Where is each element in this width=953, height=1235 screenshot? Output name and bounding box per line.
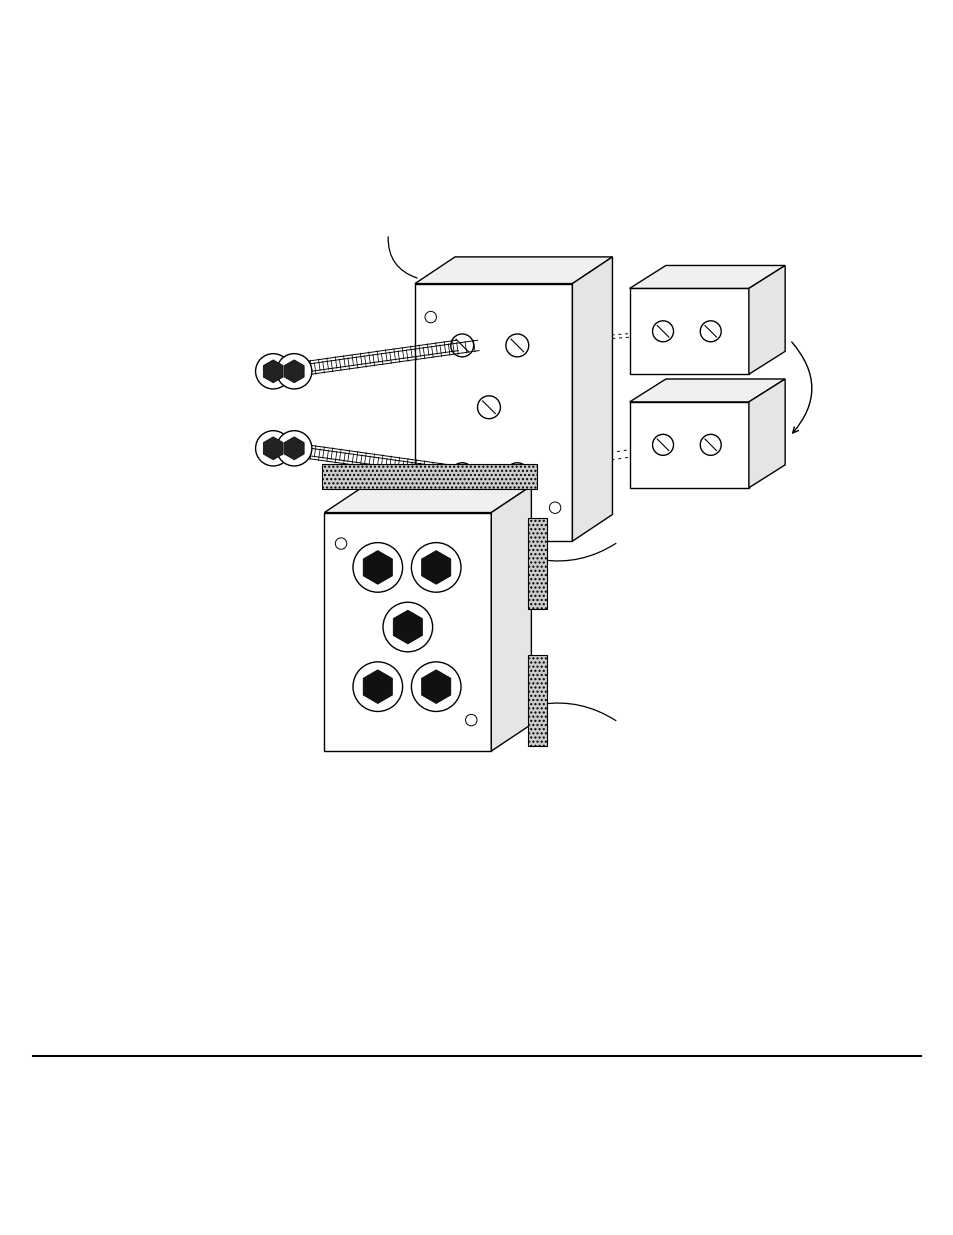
- Circle shape: [549, 501, 560, 514]
- Polygon shape: [629, 266, 784, 288]
- Polygon shape: [572, 257, 612, 541]
- Polygon shape: [284, 437, 304, 459]
- Polygon shape: [421, 551, 451, 584]
- Circle shape: [465, 714, 476, 726]
- Polygon shape: [263, 437, 283, 459]
- Polygon shape: [322, 464, 537, 489]
- Polygon shape: [527, 519, 546, 609]
- Polygon shape: [324, 485, 531, 513]
- Polygon shape: [324, 513, 491, 751]
- Circle shape: [700, 435, 720, 456]
- Polygon shape: [629, 379, 784, 401]
- Circle shape: [411, 662, 460, 711]
- Circle shape: [335, 537, 347, 550]
- Polygon shape: [284, 359, 304, 383]
- Polygon shape: [491, 485, 531, 751]
- Circle shape: [652, 435, 673, 456]
- Circle shape: [477, 395, 500, 419]
- Polygon shape: [421, 669, 451, 704]
- Circle shape: [450, 333, 473, 357]
- Polygon shape: [393, 610, 422, 643]
- Polygon shape: [263, 359, 283, 383]
- Circle shape: [382, 603, 432, 652]
- Polygon shape: [527, 655, 546, 746]
- Circle shape: [353, 662, 402, 711]
- Circle shape: [353, 542, 402, 593]
- Circle shape: [505, 333, 528, 357]
- Polygon shape: [363, 669, 392, 704]
- Circle shape: [424, 311, 436, 322]
- Circle shape: [700, 321, 720, 342]
- Circle shape: [276, 353, 312, 389]
- Polygon shape: [415, 257, 612, 284]
- Circle shape: [411, 542, 460, 593]
- Polygon shape: [629, 401, 748, 488]
- Polygon shape: [748, 379, 784, 488]
- Polygon shape: [415, 284, 572, 541]
- Circle shape: [255, 431, 291, 466]
- Polygon shape: [363, 551, 392, 584]
- Circle shape: [450, 463, 473, 485]
- Circle shape: [276, 431, 312, 466]
- Polygon shape: [629, 288, 748, 374]
- Circle shape: [652, 321, 673, 342]
- Circle shape: [255, 353, 291, 389]
- Circle shape: [505, 463, 528, 485]
- FancyArrowPatch shape: [791, 342, 811, 433]
- Polygon shape: [748, 266, 784, 374]
